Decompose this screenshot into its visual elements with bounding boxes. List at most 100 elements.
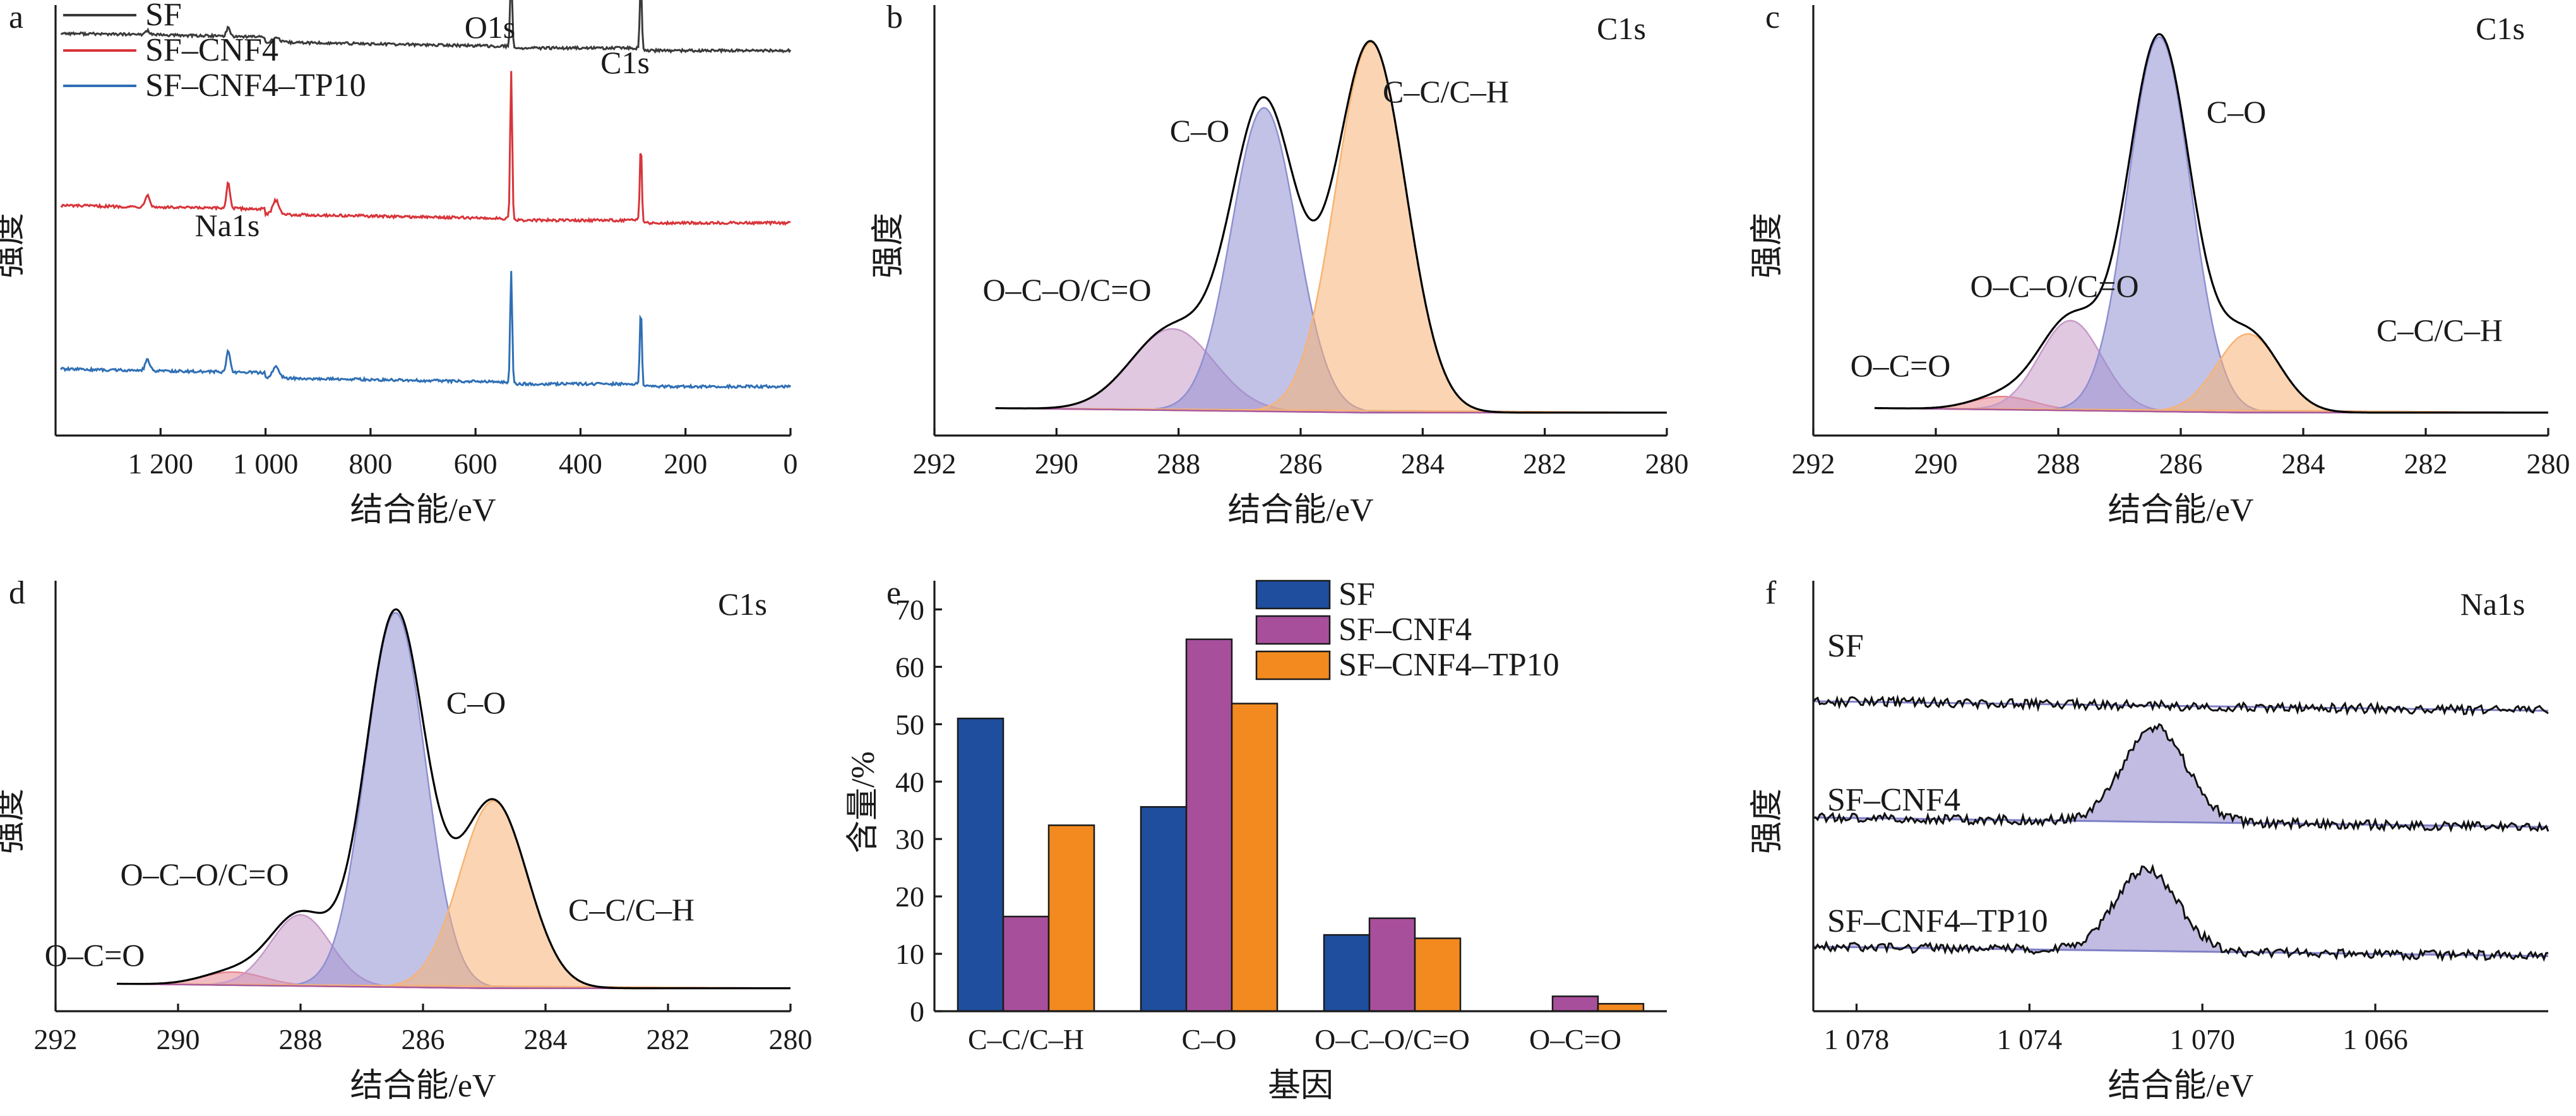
x-tick-label: 282 xyxy=(1523,448,1566,480)
peak-annotation: O–C–O/C=O xyxy=(120,857,289,892)
na-peak-area xyxy=(1813,724,2548,832)
x-tick-label: 286 xyxy=(402,1023,445,1055)
x-tick-label: 292 xyxy=(34,1023,78,1055)
x-axis-label: 基因 xyxy=(1268,1068,1333,1104)
panel-title: Na1s xyxy=(2460,586,2525,622)
legend-swatch xyxy=(1255,650,1331,680)
y-tick-label: 50 xyxy=(895,708,924,740)
bar xyxy=(1414,937,1462,1012)
peak-annotation: C–C/C–H xyxy=(1383,74,1509,109)
survey-line-1 xyxy=(60,71,791,227)
y-tick-label: 40 xyxy=(895,766,924,798)
x-tick-label: C–C/C–H xyxy=(968,1023,1084,1055)
x-tick-label: C–O xyxy=(1182,1023,1237,1055)
panel-letter-c: c xyxy=(1765,0,1780,35)
legend-label: SF xyxy=(145,0,182,33)
panel-title: C1s xyxy=(718,586,767,622)
peak-annotation: C1s xyxy=(600,45,650,80)
panel-letter-a: a xyxy=(9,0,23,35)
x-tick-label: 290 xyxy=(1035,448,1078,480)
x-tick-label: 1 074 xyxy=(1997,1023,2063,1055)
y-axis-label: 强度 xyxy=(871,213,907,278)
x-axis-label: 结合能/eV xyxy=(2108,492,2253,528)
series-label: SF–CNF4 xyxy=(1827,782,1960,818)
panel-b: 292 290 288 286 284 282 280 结合能/eV 强度 C1s O–C–O/C=… xyxy=(871,5,1689,528)
x-tick-label: 1 078 xyxy=(1824,1023,1890,1055)
panel-f: SF SF–CNF4 SF–CNF4–TP10 1 078 1 074 1 070 1 06… xyxy=(1750,581,2549,1104)
x-tick-label: 280 xyxy=(2527,448,2570,480)
peak-annotation: C–C/C–H xyxy=(2376,312,2503,348)
x-tick-label: O–C=O xyxy=(1529,1023,1621,1055)
x-tick-label: 280 xyxy=(769,1023,813,1055)
x-tick-label: 0 xyxy=(784,448,798,480)
survey-line-0 xyxy=(61,0,792,54)
bar xyxy=(1368,917,1416,1012)
na-spectrum-line xyxy=(1812,694,2549,717)
y-tick-label: 0 xyxy=(910,995,924,1028)
panel-a: 1 200 1 000 800 600 400 200 0结合能/eV强度SFSF–CNF4… xyxy=(0,0,798,528)
x-tick-label: 1 066 xyxy=(2342,1023,2408,1055)
x-tick-label: 284 xyxy=(2282,448,2325,480)
x-tick-label: 284 xyxy=(524,1023,568,1055)
fit-component-2 xyxy=(995,41,1667,413)
x-tick-label: 1 070 xyxy=(2169,1023,2235,1055)
peak-annotation: C–O xyxy=(446,685,506,720)
x-tick-label: 282 xyxy=(647,1023,690,1055)
bar xyxy=(1047,824,1095,1012)
panel-letter-d: d xyxy=(9,575,25,611)
x-tick-label: 280 xyxy=(1645,448,1689,480)
bar xyxy=(1185,638,1233,1012)
y-tick-label: 70 xyxy=(895,593,924,626)
bar xyxy=(1597,1002,1645,1012)
legend-label: SF xyxy=(1339,576,1375,612)
x-tick-label: 1 000 xyxy=(233,448,299,480)
peak-annotation: C–O xyxy=(2207,94,2266,129)
survey-line-2 xyxy=(60,271,792,390)
y-tick-label: 20 xyxy=(895,881,924,913)
peak-annotation: O–C=O xyxy=(45,937,145,973)
legend-label: SF–CNF4–TP10 xyxy=(145,68,366,104)
x-tick-label: 282 xyxy=(2404,448,2448,480)
x-tick-label: 286 xyxy=(2159,448,2203,480)
panel-letter-b: b xyxy=(886,0,903,35)
bar xyxy=(1323,934,1371,1012)
series-label: SF–CNF4–TP10 xyxy=(1827,903,2048,939)
x-tick-label: 200 xyxy=(664,448,707,480)
x-axis-label: 结合能/eV xyxy=(350,1068,496,1104)
bar xyxy=(957,717,1005,1012)
x-axis-label: 结合能/eV xyxy=(1227,492,1373,528)
series-label: SF xyxy=(1827,628,1864,664)
peak-annotation: C–C/C–H xyxy=(568,892,695,927)
x-tick-label: 292 xyxy=(1792,448,1835,480)
x-tick-label: O–C–O/C=O xyxy=(1315,1023,1470,1055)
bar xyxy=(1140,806,1188,1012)
x-tick-label: 400 xyxy=(559,448,602,480)
na-spectrum-line xyxy=(1813,723,2549,833)
y-axis-label: 强度 xyxy=(1750,213,1786,278)
panel-title: C1s xyxy=(1597,11,1646,46)
panel-letter-e: e xyxy=(886,575,901,611)
peak-annotation: O–C–O/C=O xyxy=(1970,268,2138,304)
peak-annotation: O1s xyxy=(465,9,516,45)
na-baseline xyxy=(1813,816,2549,828)
peak-annotation: C–O xyxy=(1170,113,1229,148)
peak-annotation: O–C–O/C=O xyxy=(982,272,1151,307)
legend-swatch xyxy=(1255,615,1331,645)
y-tick-label: 10 xyxy=(895,938,924,970)
legend-label: SF–CNF4–TP10 xyxy=(1339,647,1559,683)
x-tick-label: 284 xyxy=(1401,448,1445,480)
y-axis-label: 强度 xyxy=(0,788,28,854)
legend-label: SF–CNF4 xyxy=(1339,612,1472,648)
x-tick-label: 288 xyxy=(279,1023,323,1055)
peak-annotation: O–C=O xyxy=(1851,348,1951,383)
x-tick-label: 290 xyxy=(1914,448,1958,480)
y-axis-label: 强度 xyxy=(1750,788,1786,854)
x-tick-label: 600 xyxy=(454,448,498,480)
y-axis-label: 强度 xyxy=(0,213,28,278)
y-axis-label: 含量/% xyxy=(845,751,881,853)
x-tick-label: 290 xyxy=(157,1023,200,1055)
x-axis-label: 结合能/eV xyxy=(2108,1068,2253,1104)
x-tick-label: 286 xyxy=(1279,448,1323,480)
legend-swatch xyxy=(1255,579,1331,610)
